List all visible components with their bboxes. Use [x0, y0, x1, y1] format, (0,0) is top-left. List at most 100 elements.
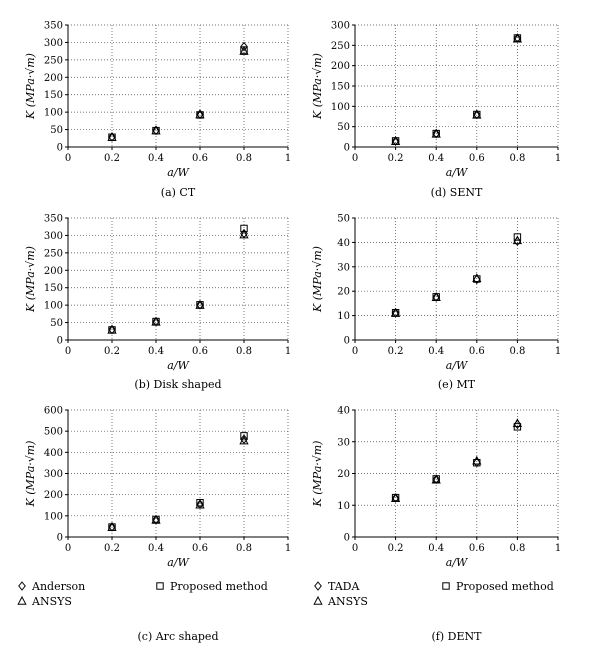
y-tick-label: 100 [44, 301, 63, 312]
data-point [239, 46, 249, 55]
data-point [513, 34, 522, 42]
y-tick-label: 50 [50, 125, 63, 136]
y-tick-label: 300 [44, 469, 63, 480]
y-tick-label: 30 [337, 437, 350, 448]
data-point [473, 459, 481, 467]
series-proposed-method [108, 432, 248, 531]
series-anderson [108, 434, 248, 532]
x-tick-label: 0.2 [388, 153, 404, 164]
data-point [240, 434, 248, 445]
y-tick-label: 250 [44, 55, 63, 66]
x-tick-label: 0.8 [509, 346, 525, 357]
x-tick-label: 0.8 [509, 543, 525, 554]
x-tick-label: 0.4 [148, 543, 164, 554]
y-tick-label: 100 [44, 108, 63, 119]
series-ansys [390, 235, 523, 317]
y-axis-label: K (MPa·√m) [311, 53, 324, 120]
data-point [195, 499, 205, 509]
chart-dent: 0 10 20 30 40 0 0.2 0.4 0.6 0.8 1 a/W K (MPa·√m) (f) … [311, 406, 561, 644]
y-tick-label: 10 [337, 311, 350, 322]
x-tick-label: 0.6 [192, 346, 208, 357]
legend-label: TADA [328, 580, 360, 593]
x-tick-label: 0.6 [469, 346, 485, 357]
data-point [151, 514, 161, 524]
series-ansys [107, 46, 249, 141]
data-point [473, 110, 481, 119]
y-tick-label: 20 [337, 287, 350, 298]
legend-item: TADA [314, 580, 360, 593]
data-point [196, 499, 204, 507]
legend-item: ANSYS [17, 595, 72, 608]
panel-caption: (b) Disk shaped [134, 378, 221, 391]
series-proposed-method [108, 46, 248, 141]
data-point [432, 129, 440, 138]
chart-mt: 0 10 20 30 40 50 0 0.2 0.4 0.6 0.8 1 a/W K (MPa·√m) (e… [311, 214, 561, 392]
data-point [513, 423, 522, 431]
panel-caption: (a) CT [161, 186, 196, 199]
data-point [240, 41, 248, 52]
panel-caption: (d) SENT [431, 186, 483, 199]
chart-sent: 0 50 100 150 200 250 300 0 0.2 0.4 0.6 0.8 1 a/W K (MP… [311, 21, 561, 200]
y-tick-label: 350 [44, 21, 63, 32]
legend-label: ANSYS [327, 595, 368, 608]
data-point [152, 317, 160, 326]
x-tick-label: 0.8 [236, 346, 252, 357]
x-tick-label: 0.8 [236, 153, 252, 164]
x-axis-label: a/W [167, 556, 190, 569]
data-point [108, 326, 116, 334]
data-point [108, 133, 116, 141]
x-tick-label: 0.6 [469, 543, 485, 554]
data-point [108, 523, 116, 531]
y-tick-label: 250 [331, 41, 350, 52]
y-tick-label: 200 [44, 266, 63, 277]
data-point [240, 432, 248, 440]
y-tick-label: 200 [44, 73, 63, 84]
y-tick-label: 30 [337, 262, 350, 273]
data-point [240, 224, 248, 233]
x-tick-label: 0.8 [236, 543, 252, 554]
legend-label: Anderson [31, 580, 85, 593]
data-point [512, 33, 523, 43]
series-anderson [108, 228, 248, 335]
y-tick-label: 300 [44, 38, 63, 49]
panel-caption: (f) DENT [432, 630, 483, 643]
y-tick-label: 50 [337, 214, 350, 225]
y-tick-label: 150 [44, 90, 63, 101]
legend-label: Proposed method [170, 580, 268, 593]
series-tada [391, 419, 522, 503]
chart-disk-shaped: 0 50 100 150 200 250 300 350 0 0.2 0.4 0.6 0.8 1 a/W K … [24, 214, 291, 392]
x-axis-label: a/W [446, 556, 469, 569]
data-point [432, 292, 441, 302]
x-tick-label: 0.4 [148, 346, 164, 357]
data-point [432, 475, 440, 483]
x-tick-label: 0.2 [388, 543, 404, 554]
x-axis-label: a/W [167, 166, 190, 179]
x-tick-label: 1 [285, 346, 291, 357]
y-tick-label: 0 [57, 533, 63, 544]
y-tick-label: 250 [44, 248, 63, 259]
y-tick-label: 100 [331, 102, 350, 113]
y-tick-label: 150 [44, 283, 63, 294]
legend-square-icon [442, 582, 450, 590]
y-axis-label: K (MPa·√m) [311, 441, 324, 508]
y-tick-label: 350 [44, 214, 63, 225]
x-tick-label: 0.2 [388, 346, 404, 357]
data-point [432, 293, 440, 301]
legend-left: Anderson Proposed method ANSYS [17, 580, 268, 608]
series-tada [391, 236, 522, 318]
y-tick-label: 0 [344, 143, 350, 154]
data-point [196, 301, 204, 309]
data-point [472, 273, 482, 282]
chart-ct: 0 50 100 150 200 250 300 350 0 0.2 0.4 0.6 0.8 1 a/W K … [24, 21, 291, 200]
series-ansys [390, 418, 523, 502]
data-point [390, 493, 401, 502]
x-tick-label: 0.4 [428, 543, 444, 554]
data-point [391, 137, 400, 145]
data-point [152, 126, 160, 135]
data-point [391, 308, 400, 317]
x-tick-label: 0.4 [428, 346, 444, 357]
data-point [512, 418, 523, 428]
y-tick-label: 50 [50, 318, 63, 329]
legend-diamond-icon [314, 581, 322, 591]
